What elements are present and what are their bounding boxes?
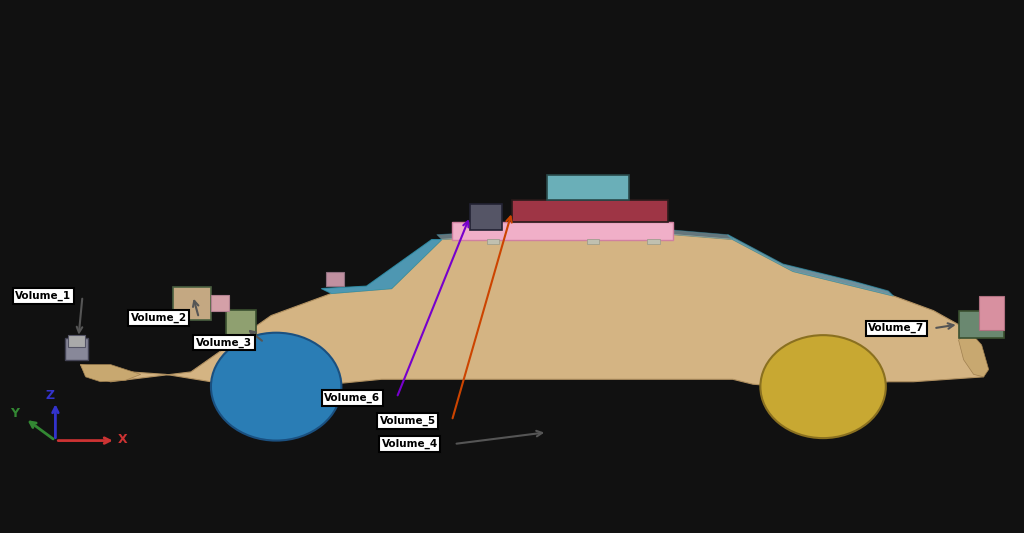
Text: Volume_2: Volume_2 bbox=[131, 313, 186, 323]
Ellipse shape bbox=[211, 333, 341, 441]
Ellipse shape bbox=[761, 335, 886, 438]
FancyBboxPatch shape bbox=[66, 337, 87, 360]
Polygon shape bbox=[322, 239, 441, 294]
Text: Volume_1: Volume_1 bbox=[15, 291, 72, 301]
FancyBboxPatch shape bbox=[588, 239, 599, 245]
FancyBboxPatch shape bbox=[487, 239, 499, 245]
FancyBboxPatch shape bbox=[547, 175, 630, 200]
FancyBboxPatch shape bbox=[470, 204, 502, 230]
Text: Volume_5: Volume_5 bbox=[380, 416, 435, 426]
Text: Y: Y bbox=[10, 407, 19, 420]
FancyBboxPatch shape bbox=[647, 239, 659, 245]
FancyBboxPatch shape bbox=[452, 222, 673, 239]
Text: Volume_3: Volume_3 bbox=[196, 337, 252, 348]
FancyBboxPatch shape bbox=[226, 310, 256, 335]
Polygon shape bbox=[436, 225, 733, 239]
FancyBboxPatch shape bbox=[512, 200, 668, 222]
Text: X: X bbox=[118, 433, 127, 446]
Text: Volume_6: Volume_6 bbox=[325, 393, 381, 403]
FancyBboxPatch shape bbox=[211, 295, 229, 311]
Text: Volume_7: Volume_7 bbox=[868, 323, 925, 334]
Polygon shape bbox=[81, 230, 984, 386]
FancyBboxPatch shape bbox=[958, 311, 1004, 337]
Text: Z: Z bbox=[45, 389, 54, 402]
FancyBboxPatch shape bbox=[979, 296, 1004, 330]
FancyBboxPatch shape bbox=[327, 272, 344, 286]
Text: Volume_4: Volume_4 bbox=[382, 439, 438, 449]
FancyBboxPatch shape bbox=[69, 335, 85, 348]
FancyBboxPatch shape bbox=[173, 287, 211, 320]
Polygon shape bbox=[728, 235, 893, 296]
Polygon shape bbox=[958, 330, 989, 377]
Polygon shape bbox=[81, 365, 140, 382]
